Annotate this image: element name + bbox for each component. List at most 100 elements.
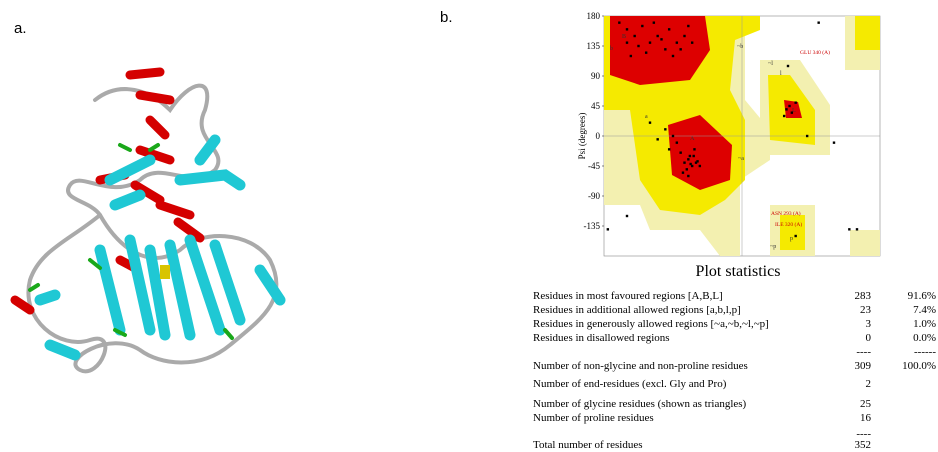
residue-point [641,25,643,27]
region-label: ~b [737,44,743,50]
stats-label: Residues in most favoured regions [A,B,L… [533,290,723,302]
residue-point [618,21,620,23]
stats-count: 352 [855,439,872,451]
residue-point [672,135,674,137]
residue-point [660,38,662,40]
residue-point [833,141,835,143]
annotation: ASN 293 (A) [771,210,801,217]
residue-point [679,151,681,153]
residue-point [649,121,651,123]
residue-point [656,35,658,37]
region-label: A [690,136,695,142]
stats-count: 283 [855,290,872,302]
region-label: ~a [738,156,744,162]
residue-point [683,161,685,163]
residue-point [787,65,789,67]
residue-point [668,28,670,30]
region-label: p [790,236,793,242]
y-tick-label: -45 [588,161,600,171]
y-tick-label: -90 [588,191,600,201]
residue-point [653,21,655,23]
residue-point [607,228,609,230]
stats-percent: ------ [914,346,936,358]
residue-point [679,48,681,50]
stats-percent: 7.4% [913,304,936,316]
residue-point [856,228,858,230]
residue-point [682,171,684,173]
residue-point [633,35,635,37]
residue-point [693,155,695,157]
region-label: ~p [770,244,776,250]
stats-count: 23 [860,304,872,316]
stats-count: 25 [860,398,872,410]
stats-percent: 0.0% [913,332,936,344]
stats-label: Residues in generously allowed regions [… [533,318,769,330]
residue-point [794,101,796,103]
stats-percent: 91.6% [908,290,936,302]
stats-title: Plot statistics [696,263,781,280]
residue-point [626,215,628,217]
residue-point [691,41,693,43]
stats-percent: 1.0% [913,318,936,330]
residue-point [848,228,850,230]
stats-count: 16 [860,412,872,424]
stats-count: 2 [866,378,872,390]
residue-point [672,55,674,57]
residue-point [649,41,651,43]
y-tick-label: -135 [584,221,601,231]
y-tick-label: 135 [587,41,601,51]
figure: a. b. B b A a L l p ~b ~a ~l ~p GLU 340 … [0,0,938,452]
residue-point [785,108,787,110]
y-tick-label: 0 [596,131,601,141]
stats-label: Number of non-glycine and non-proline re… [533,360,748,372]
stats-count: 309 [855,360,872,372]
residue-point [699,165,701,167]
residue-point [626,28,628,30]
region-label: B [622,34,626,40]
residue-point [689,163,691,165]
stats-label: Residues in disallowed regions [533,332,670,344]
residue-point [817,21,819,23]
residue-point [645,51,647,53]
stats-label: Number of glycine residues (shown as tri… [533,398,747,410]
panel-label: b. [440,9,453,26]
region-label: b [610,46,613,52]
residue-point [664,128,666,130]
residue-point [687,175,689,177]
residue-point [791,111,793,113]
stats-percent: 100.0% [902,360,936,372]
annotation: GLU 340 (A) [800,49,830,56]
annotation: ILE 320 (A) [775,221,802,228]
y-axis-label: Psi (degrees) [577,113,587,160]
residue-point [693,148,695,150]
stats-label: Residues in additional allowed regions [… [533,304,741,316]
stats-count: ---- [856,346,871,358]
residue-point [794,235,796,237]
stats-count: 0 [866,332,872,344]
residue-point [637,45,639,47]
y-tick-label: 180 [587,11,601,21]
residue-point [683,35,685,37]
residue-point [668,148,670,150]
residue-point [689,155,691,157]
residue-point [696,160,698,162]
panel-label: a. [14,20,27,37]
y-tick-label: 45 [591,101,601,111]
figure-svg: a. b. B b A a L l p ~b ~a ~l ~p GLU 340 … [0,0,938,452]
stats-count: 3 [866,318,872,330]
residue-point [687,158,689,160]
y-tick-label: 90 [591,71,601,81]
residue-point [676,41,678,43]
residue-point [664,48,666,50]
stats-label: Number of proline residues [533,412,654,424]
stats-label: Number of end-residues (excl. Gly and Pr… [533,378,727,390]
stats-label: Total number of residues [533,439,643,451]
residue-point [788,105,790,107]
region-label: a [645,114,648,120]
residue-point [783,115,785,117]
residue-point [676,141,678,143]
residue-point [686,168,688,170]
residue-point [687,25,689,27]
residue-point [656,138,658,140]
residue-point [626,41,628,43]
